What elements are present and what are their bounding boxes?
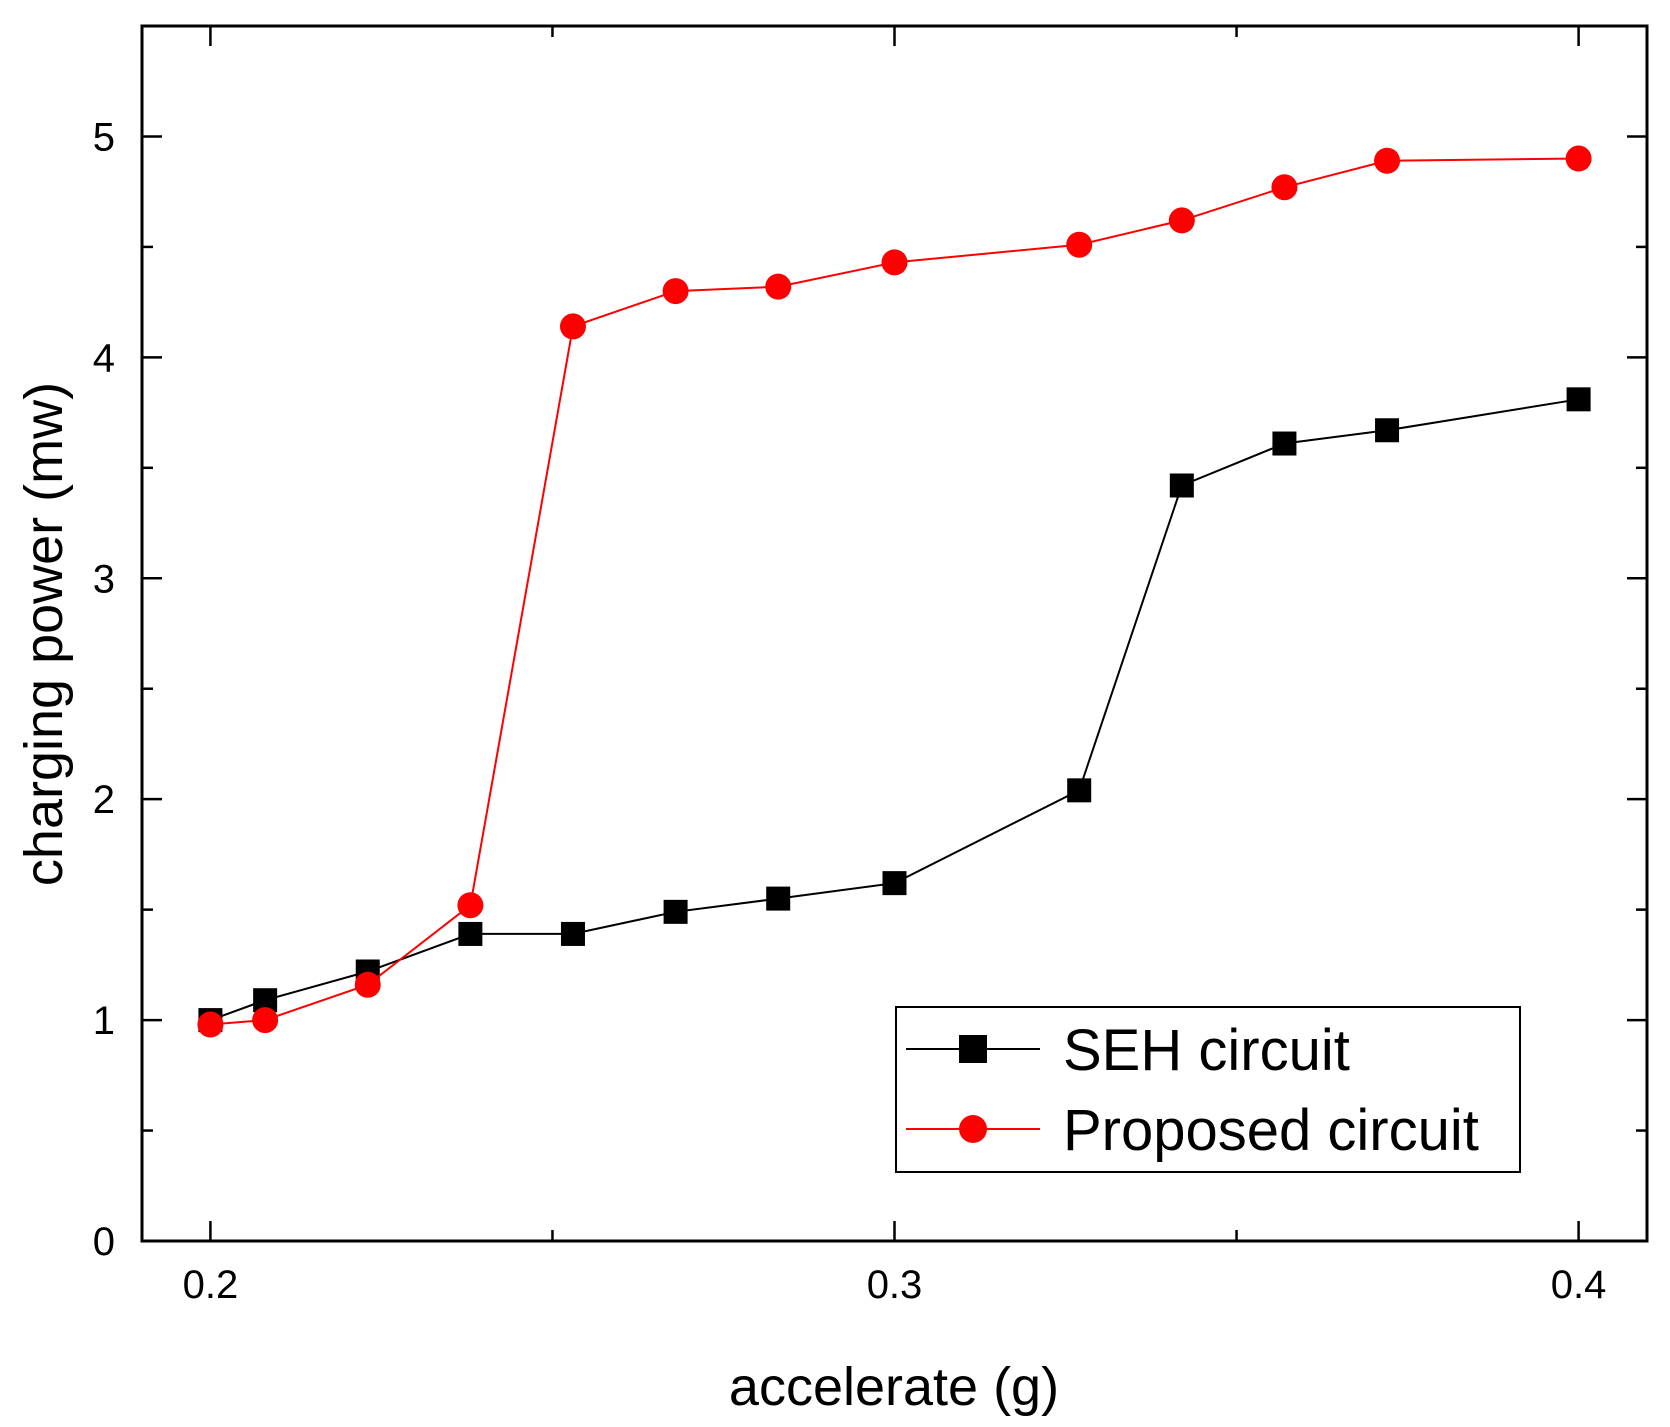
data-point-seh-circuit [458, 921, 483, 946]
data-point-proposed-circuit [881, 249, 908, 276]
x-tick-label: 0.4 [1551, 1263, 1607, 1307]
y-tick-label: 0 [93, 1220, 115, 1264]
data-point-proposed-circuit [1565, 145, 1592, 172]
legend-label-seh: SEH circuit [1063, 1018, 1350, 1083]
y-tick-label: 2 [93, 778, 115, 822]
series-proposed-circuit [197, 145, 1592, 1038]
data-point-proposed-circuit [252, 1007, 279, 1034]
legend-label-proposed: Proposed circuit [1063, 1098, 1479, 1163]
data-point-proposed-circuit [197, 1011, 224, 1038]
x-axis-title: accelerate (g) [729, 1357, 1059, 1417]
series-line-seh-circuit [210, 398, 1579, 1022]
y-tick-label: 3 [93, 557, 115, 601]
series-layer [197, 145, 1592, 1038]
data-point-proposed-circuit [1271, 174, 1298, 201]
x-tick-label: 0.3 [867, 1263, 923, 1307]
y-axis-title: charging power (mw) [14, 382, 74, 886]
data-point-seh-circuit [1375, 418, 1400, 443]
data-point-seh-circuit [1169, 473, 1194, 498]
y-tick-label: 5 [93, 115, 115, 159]
data-point-seh-circuit [663, 899, 688, 924]
data-point-seh-circuit [766, 886, 791, 911]
data-point-proposed-circuit [1168, 207, 1195, 234]
y-tick-label: 1 [93, 999, 115, 1043]
data-point-proposed-circuit [559, 313, 586, 340]
legend-marker-seh [959, 1035, 987, 1063]
data-point-seh-circuit [1566, 387, 1591, 412]
legend-box [895, 1006, 1521, 1173]
data-point-proposed-circuit [1374, 147, 1401, 174]
data-point-seh-circuit [253, 988, 278, 1013]
data-point-proposed-circuit [457, 892, 484, 919]
data-point-proposed-circuit [1066, 231, 1093, 258]
data-point-seh-circuit [1272, 431, 1297, 456]
ticks-layer: 0.2 0.3 0.4 0 1 2 3 4 5 [93, 26, 1647, 1307]
legend-marker-proposed [959, 1115, 987, 1143]
x-tick-label: 0.2 [183, 1263, 239, 1307]
data-point-seh-circuit [560, 921, 585, 946]
data-point-proposed-circuit [354, 971, 381, 998]
data-point-proposed-circuit [765, 273, 792, 300]
data-point-seh-circuit [882, 871, 907, 896]
legend: SEH circuit Proposed circuit [895, 1006, 1521, 1173]
series-seh-circuit [198, 387, 1591, 1033]
data-point-seh-circuit [1067, 778, 1092, 803]
y-tick-label: 4 [93, 336, 115, 380]
data-point-proposed-circuit [662, 278, 689, 305]
